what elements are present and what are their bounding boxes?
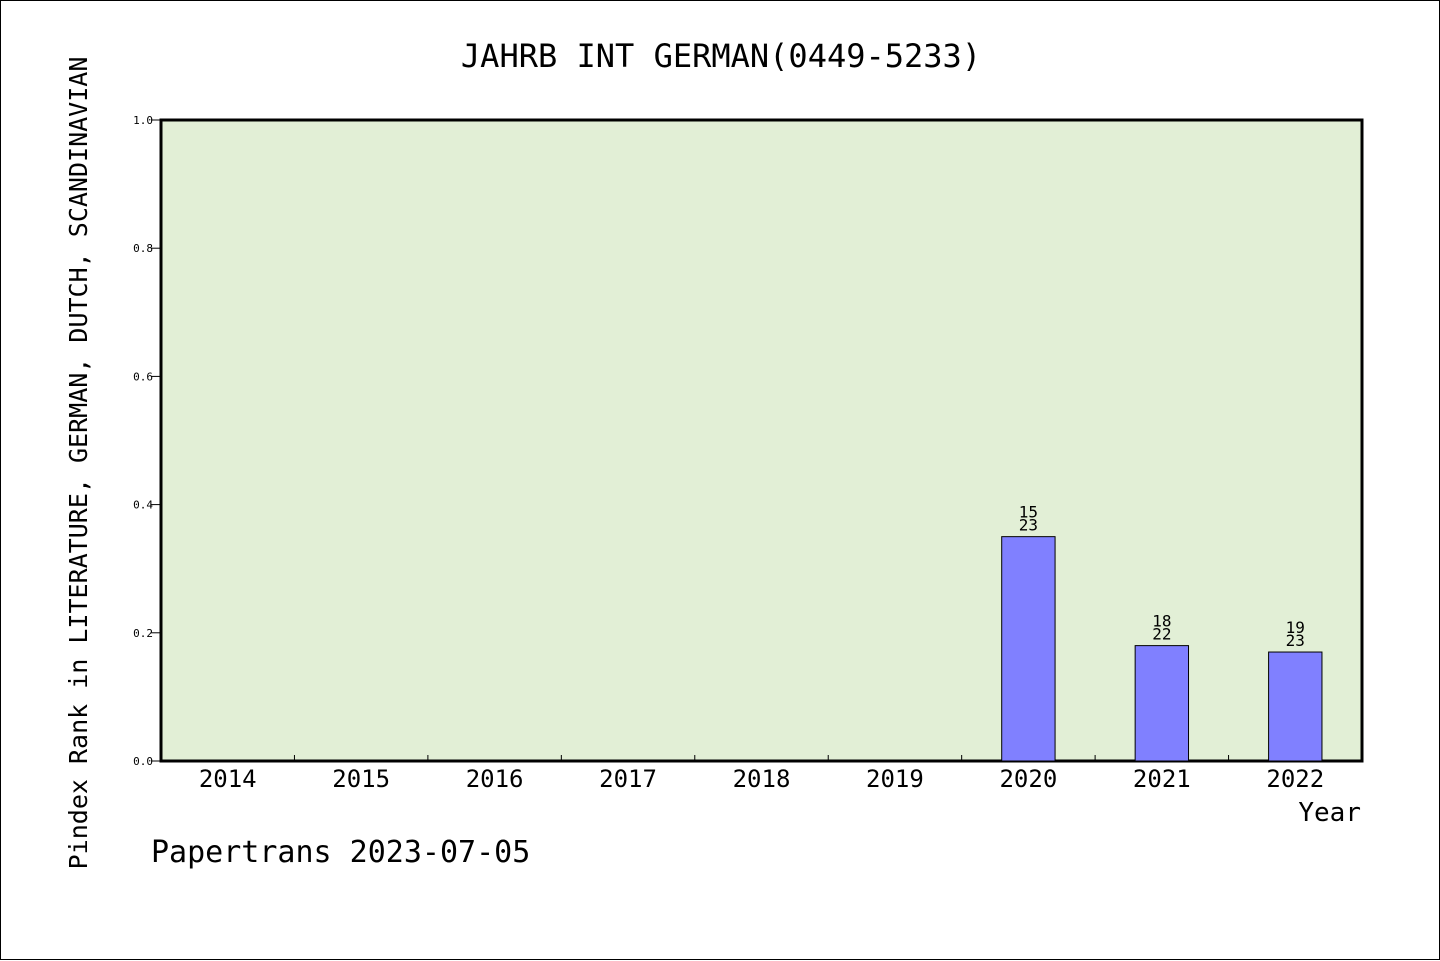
bar-2021	[1134, 645, 1190, 762]
footer-note: Papertrans 2023-07-05	[151, 835, 531, 870]
y-tick-label: 0.6	[133, 370, 153, 383]
x-axis-ticks: 2014 2015 2016 2017 2018 2019 2020 2021 2022	[199, 755, 1324, 793]
x-tick-label: 2022	[1266, 765, 1324, 793]
y-tick-label: 0.2	[133, 627, 153, 640]
y-tick-label: 0.8	[133, 242, 153, 255]
x-tick-label: 2019	[866, 765, 924, 793]
bar-label-denominator: 22	[1152, 625, 1171, 644]
x-tick-label: 2021	[1133, 765, 1191, 793]
bar-label-denominator: 23	[1019, 516, 1038, 535]
bar-label-numerator: 18	[1152, 612, 1171, 631]
x-tick-label: 2017	[599, 765, 657, 793]
x-tick-label: 2018	[733, 765, 791, 793]
x-tick-label: 2020	[999, 765, 1057, 793]
y-tick-label: 0.4	[133, 499, 153, 512]
chart-title: JAHRB INT GERMAN(0449-5233)	[461, 37, 981, 75]
y-axis-ticks: 0.0 0.2 0.4 0.6 0.8 1.0	[133, 114, 161, 768]
y-tick-label: 0.0	[133, 755, 153, 768]
bar-label-numerator: 15	[1019, 503, 1038, 522]
bar-2020	[1001, 536, 1056, 762]
x-tick-label: 2015	[332, 765, 390, 793]
y-axis-label: Pindex Rank in LITERATURE, GERMAN, DUTCH…	[64, 57, 93, 870]
bar-2022	[1268, 651, 1323, 762]
bars-group	[1001, 536, 1323, 762]
bar-label-denominator: 23	[1286, 631, 1305, 650]
x-axis-label: Year	[1298, 798, 1361, 828]
bar-label-numerator: 19	[1286, 618, 1305, 637]
y-tick-label: 1.0	[133, 114, 153, 127]
x-tick-label: 2016	[466, 765, 524, 793]
x-tick-label: 2014	[199, 765, 257, 793]
